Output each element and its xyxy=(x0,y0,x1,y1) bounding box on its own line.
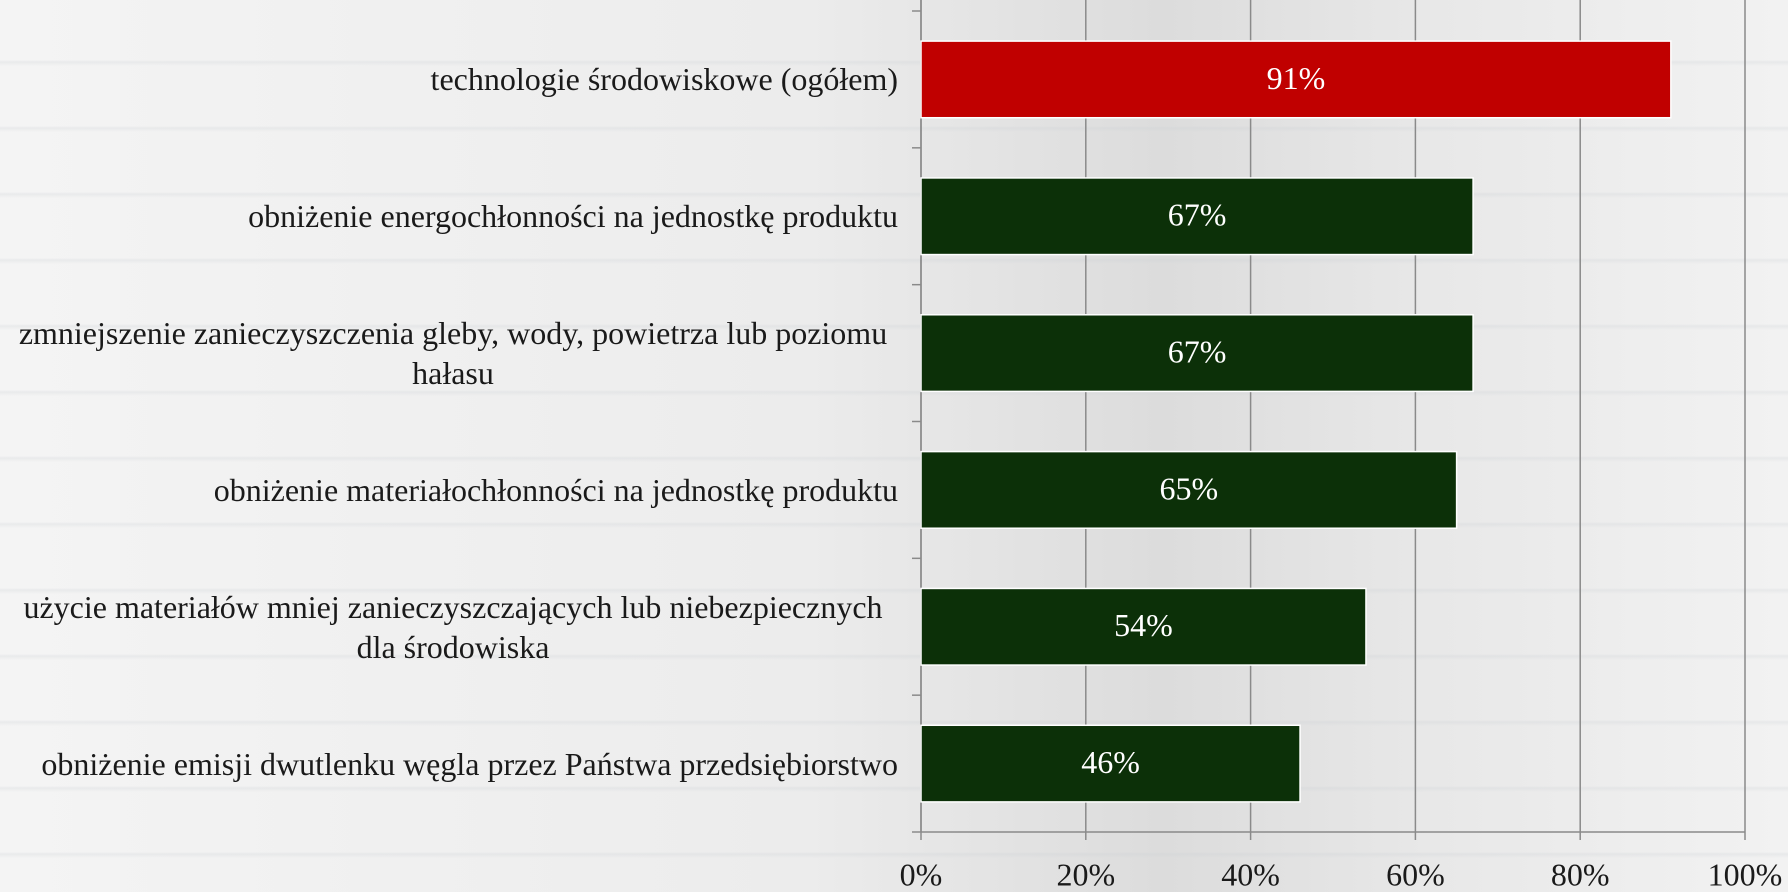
data-label: 91% xyxy=(1267,60,1326,96)
bar xyxy=(920,587,1367,666)
data-label: 67% xyxy=(1168,333,1227,369)
x-tick-label: 0% xyxy=(900,856,943,892)
data-label: 65% xyxy=(1159,470,1218,506)
category-label: technologie środowiskowe (ogółem) xyxy=(8,59,898,99)
x-tick-label: 100% xyxy=(1708,856,1783,892)
data-label: 54% xyxy=(1114,607,1173,643)
category-text: obniżenie energochłonności na jednostkę … xyxy=(248,198,898,235)
category-text: obniżenie emisji dwutlenku węgla przez P… xyxy=(41,745,898,782)
category-label: obniżenie energochłonności na jednostkę … xyxy=(8,196,898,236)
x-tick-label: 60% xyxy=(1386,856,1445,892)
x-tick-label: 20% xyxy=(1056,856,1115,892)
category-label: użycie materiałów mniej zanieczyszczając… xyxy=(8,587,898,667)
bar xyxy=(920,40,1672,119)
bar xyxy=(920,177,1474,256)
bar xyxy=(920,314,1474,393)
data-label: 46% xyxy=(1081,744,1140,780)
bar xyxy=(920,450,1458,529)
category-text: zmniejszenie zanieczyszczenia gleby, wod… xyxy=(18,315,888,392)
category-label: zmniejszenie zanieczyszczenia gleby, wod… xyxy=(8,313,898,393)
category-label: obniżenie materiałochłonności na jednost… xyxy=(8,470,898,510)
data-label: 67% xyxy=(1168,197,1227,233)
category-text: obniżenie materiałochłonności na jednost… xyxy=(213,471,898,508)
category-label: obniżenie emisji dwutlenku węgla przez P… xyxy=(8,744,898,784)
x-tick-label: 80% xyxy=(1551,856,1610,892)
x-tick-label: 40% xyxy=(1221,856,1280,892)
category-text: użycie materiałów mniej zanieczyszczając… xyxy=(23,588,883,665)
bar xyxy=(920,724,1301,803)
category-text: technologie środowiskowe (ogółem) xyxy=(430,61,898,98)
